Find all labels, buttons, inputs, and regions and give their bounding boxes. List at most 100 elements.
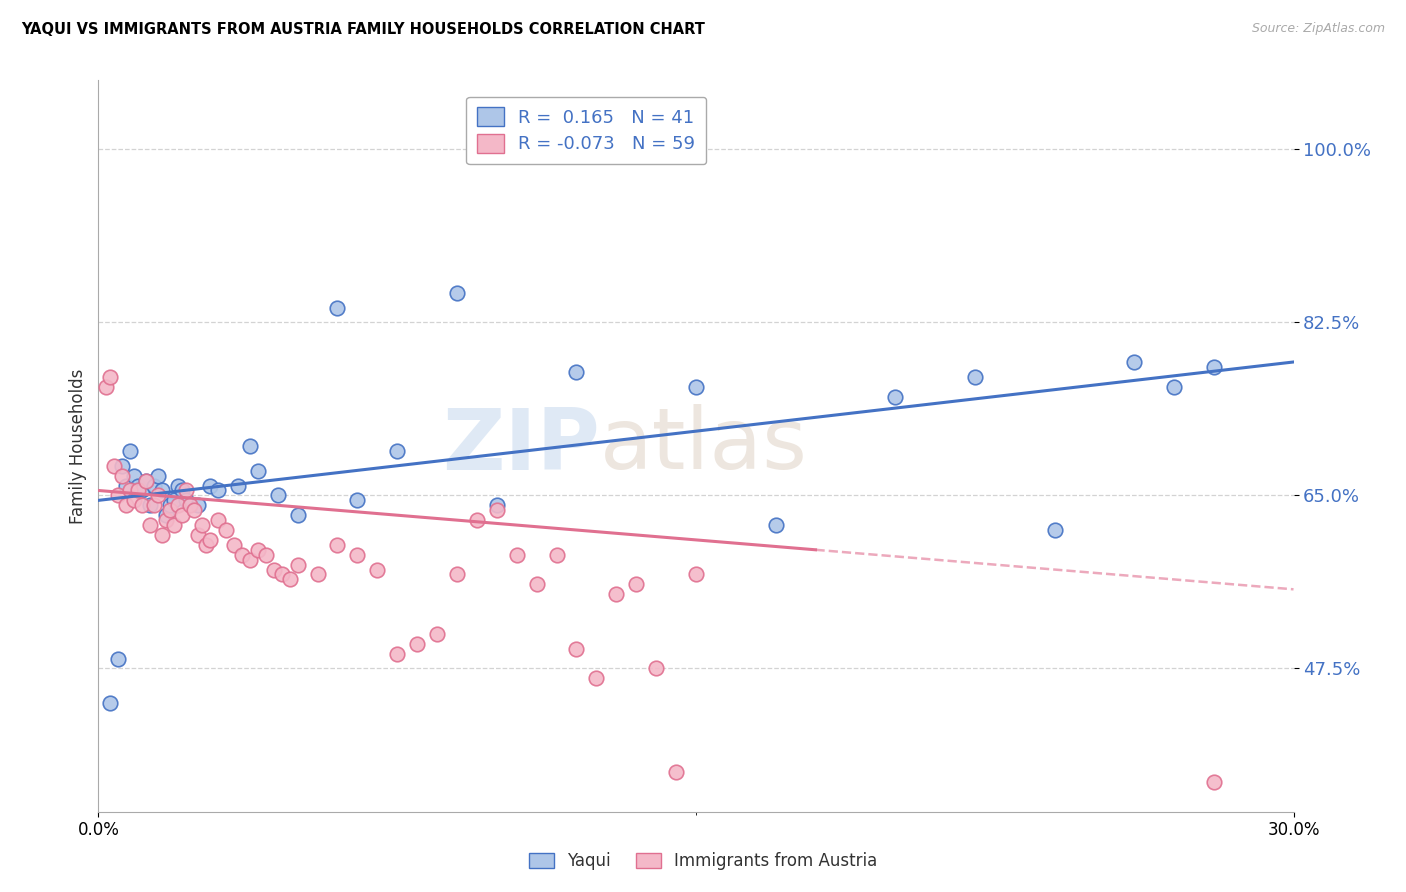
Point xyxy=(406,637,429,651)
Point xyxy=(239,552,262,566)
Point xyxy=(270,567,292,582)
Point xyxy=(135,474,157,488)
Point xyxy=(172,508,194,523)
Point xyxy=(1123,355,1146,369)
Point xyxy=(107,488,129,502)
Point xyxy=(215,523,238,537)
Point xyxy=(1163,380,1185,394)
Point xyxy=(1202,775,1225,789)
Point xyxy=(163,518,186,533)
Point xyxy=(172,483,194,498)
Point xyxy=(187,528,209,542)
Point xyxy=(222,538,245,552)
Point xyxy=(326,538,349,552)
Point xyxy=(174,493,197,508)
Point xyxy=(287,558,309,572)
Point xyxy=(366,563,388,577)
Point xyxy=(124,493,146,508)
Point xyxy=(135,474,157,488)
Point xyxy=(385,444,409,458)
Point xyxy=(546,548,568,562)
Point xyxy=(526,577,548,591)
Point xyxy=(346,493,368,508)
Point xyxy=(446,285,468,300)
Point xyxy=(148,468,170,483)
Point xyxy=(207,483,229,498)
Point xyxy=(124,468,146,483)
Point xyxy=(155,508,177,523)
Point xyxy=(103,458,125,473)
Point xyxy=(884,390,907,404)
Point xyxy=(139,518,162,533)
Point xyxy=(187,498,209,512)
Point xyxy=(150,483,173,498)
Point xyxy=(159,503,181,517)
Point xyxy=(155,513,177,527)
Point xyxy=(148,488,170,502)
Point xyxy=(183,503,205,517)
Point xyxy=(131,498,153,512)
Point xyxy=(231,548,253,562)
Point xyxy=(267,488,290,502)
Point xyxy=(163,493,186,508)
Point xyxy=(195,538,218,552)
Point xyxy=(239,439,262,453)
Point xyxy=(263,563,285,577)
Point xyxy=(485,498,508,512)
Point xyxy=(115,498,138,512)
Point xyxy=(565,641,588,656)
Point xyxy=(111,468,134,483)
Point xyxy=(198,533,221,547)
Point xyxy=(179,498,201,512)
Text: ZIP: ZIP xyxy=(443,404,600,488)
Point xyxy=(278,573,301,587)
Point xyxy=(1043,523,1066,537)
Point xyxy=(385,647,409,661)
Point xyxy=(307,567,329,582)
Point xyxy=(246,464,269,478)
Point xyxy=(426,627,449,641)
Point xyxy=(120,483,142,498)
Point xyxy=(506,548,529,562)
Point xyxy=(143,478,166,492)
Point xyxy=(685,380,707,394)
Point xyxy=(346,548,368,562)
Point xyxy=(254,548,277,562)
Point xyxy=(287,508,309,523)
Point xyxy=(96,380,118,394)
Point xyxy=(665,765,688,780)
Point xyxy=(127,483,149,498)
Point xyxy=(111,458,134,473)
Point xyxy=(191,518,214,533)
Text: Source: ZipAtlas.com: Source: ZipAtlas.com xyxy=(1251,22,1385,36)
Point xyxy=(226,478,249,492)
Point xyxy=(120,444,142,458)
Point xyxy=(150,528,173,542)
Point xyxy=(645,661,668,675)
Point xyxy=(465,513,488,527)
Point xyxy=(246,542,269,557)
Point xyxy=(685,567,707,582)
Point xyxy=(159,498,181,512)
Legend: R =  0.165   N = 41, R = -0.073   N = 59: R = 0.165 N = 41, R = -0.073 N = 59 xyxy=(465,96,706,164)
Point xyxy=(127,478,149,492)
Point xyxy=(565,365,588,379)
Point xyxy=(98,696,122,710)
Point xyxy=(207,513,229,527)
Point xyxy=(446,567,468,582)
Point xyxy=(98,369,122,384)
Text: atlas: atlas xyxy=(600,404,808,488)
Point xyxy=(115,478,138,492)
Point xyxy=(963,369,986,384)
Legend: Yaqui, Immigrants from Austria: Yaqui, Immigrants from Austria xyxy=(522,846,884,877)
Y-axis label: Family Households: Family Households xyxy=(69,368,87,524)
Point xyxy=(765,518,787,533)
Point xyxy=(326,301,349,315)
Point xyxy=(485,503,508,517)
Point xyxy=(167,498,190,512)
Point xyxy=(198,478,221,492)
Point xyxy=(143,498,166,512)
Point xyxy=(139,498,162,512)
Point xyxy=(605,587,627,601)
Point xyxy=(585,671,607,685)
